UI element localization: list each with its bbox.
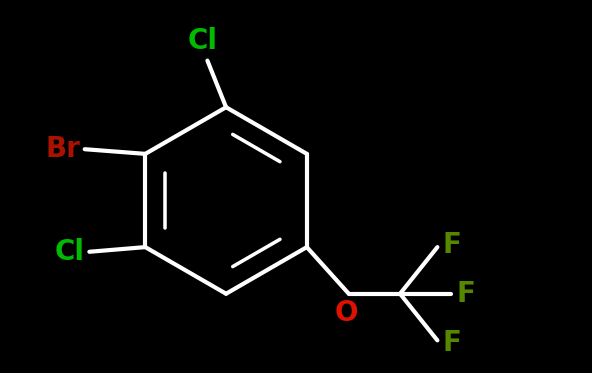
Text: F: F: [456, 280, 475, 308]
Text: F: F: [442, 231, 461, 259]
Text: F: F: [442, 329, 461, 357]
Text: Br: Br: [45, 135, 80, 163]
Text: Cl: Cl: [188, 27, 218, 55]
Text: Cl: Cl: [54, 238, 85, 266]
Text: O: O: [334, 300, 358, 327]
